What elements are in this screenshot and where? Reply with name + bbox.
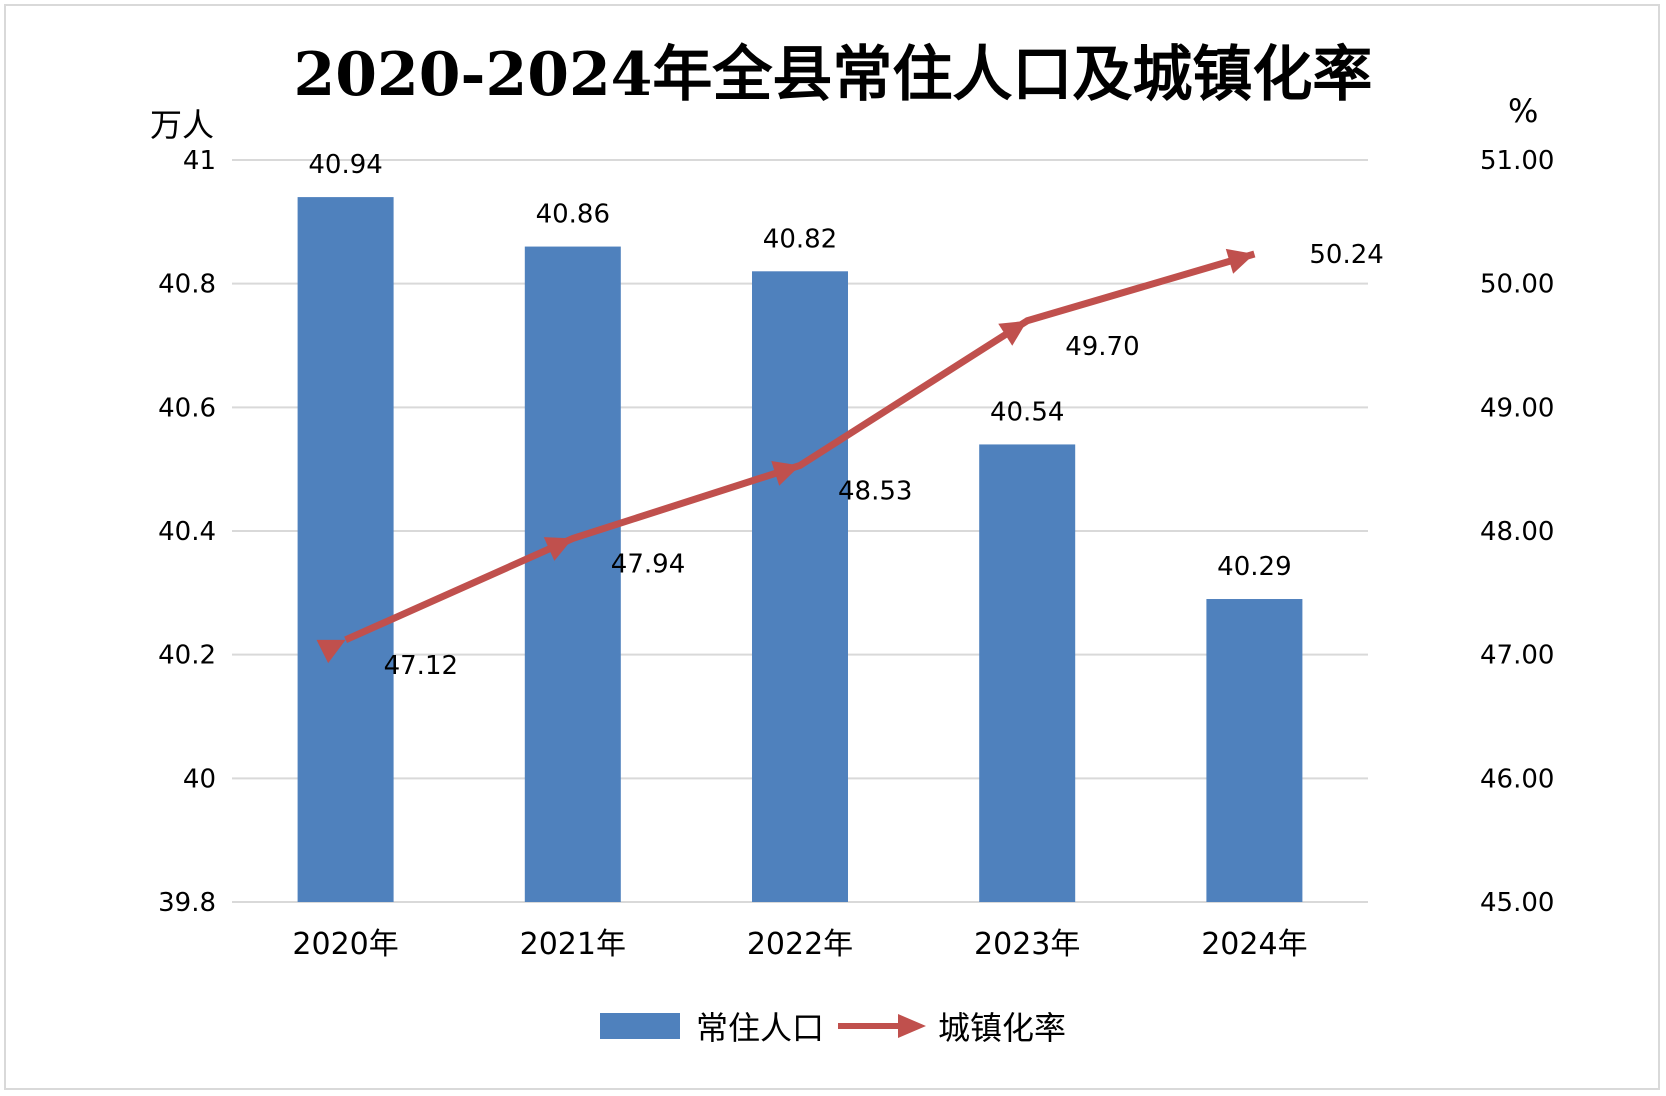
left-tick-label: 40.8 [158,270,216,300]
right-tick-label: 46.00 [1480,764,1554,794]
population-data-label: 40.86 [536,200,610,230]
urbanization-marker [1225,248,1255,274]
population-bar [752,271,848,902]
population-data-label: 40.29 [1217,552,1291,582]
population-bar [297,197,394,903]
x-tick-label: 2022年 [747,927,853,962]
right-tick-label: 45.00 [1480,888,1554,918]
legend-item-population: 常住人口 [599,1003,824,1049]
urbanization-marker [543,537,573,561]
x-tick-label: 2024年 [1201,927,1307,962]
legend-item-urbanization: 城镇化率 [824,1003,1066,1049]
population-bar [1206,599,1303,902]
x-tick-label: 2021年 [520,927,626,962]
x-tick-label: 2023年 [974,927,1080,962]
left-axis-unit: 万人 [150,106,215,144]
urbanization-data-label: 48.53 [838,476,912,506]
population-bar [979,444,1076,902]
legend-bar-swatch [599,1013,680,1039]
right-tick-label: 51.00 [1480,146,1554,176]
chart-title: 2020-2024年全县常住人口及城镇化率 [293,40,1373,110]
urbanization-data-label: 50.24 [1309,240,1383,270]
left-tick-label: 39.8 [158,888,216,918]
legend-label-urbanization: 城镇化率 [938,1009,1067,1047]
population-data-label: 40.82 [763,224,837,254]
left-tick-label: 41 [183,146,216,176]
legend-line-swatch [838,1014,926,1038]
x-tick-label: 2020年 [292,927,398,962]
right-tick-label: 49.00 [1480,393,1554,423]
legend: 常住人口 城镇化率 [0,1000,1666,1052]
urbanization-marker [998,320,1028,346]
left-tick-label: 40.4 [158,517,216,547]
left-tick-label: 40.2 [158,641,216,671]
urbanization-marker [771,461,800,486]
left-tick-label: 40 [183,764,216,794]
urbanization-data-label: 49.70 [1065,332,1139,362]
legend-label-population: 常住人口 [695,1009,824,1047]
right-tick-label: 47.00 [1480,641,1554,671]
right-tick-label: 50.00 [1480,270,1554,300]
population-data-label: 40.94 [308,150,382,180]
urbanization-marker [316,639,346,664]
population-data-label: 40.54 [990,397,1064,427]
left-tick-label: 40.6 [158,393,216,423]
urbanization-data-label: 47.12 [384,651,458,681]
right-axis-unit: % [1508,92,1539,130]
urbanization-data-label: 47.94 [611,549,685,579]
right-tick-label: 48.00 [1480,517,1554,547]
population-bar [524,246,621,903]
